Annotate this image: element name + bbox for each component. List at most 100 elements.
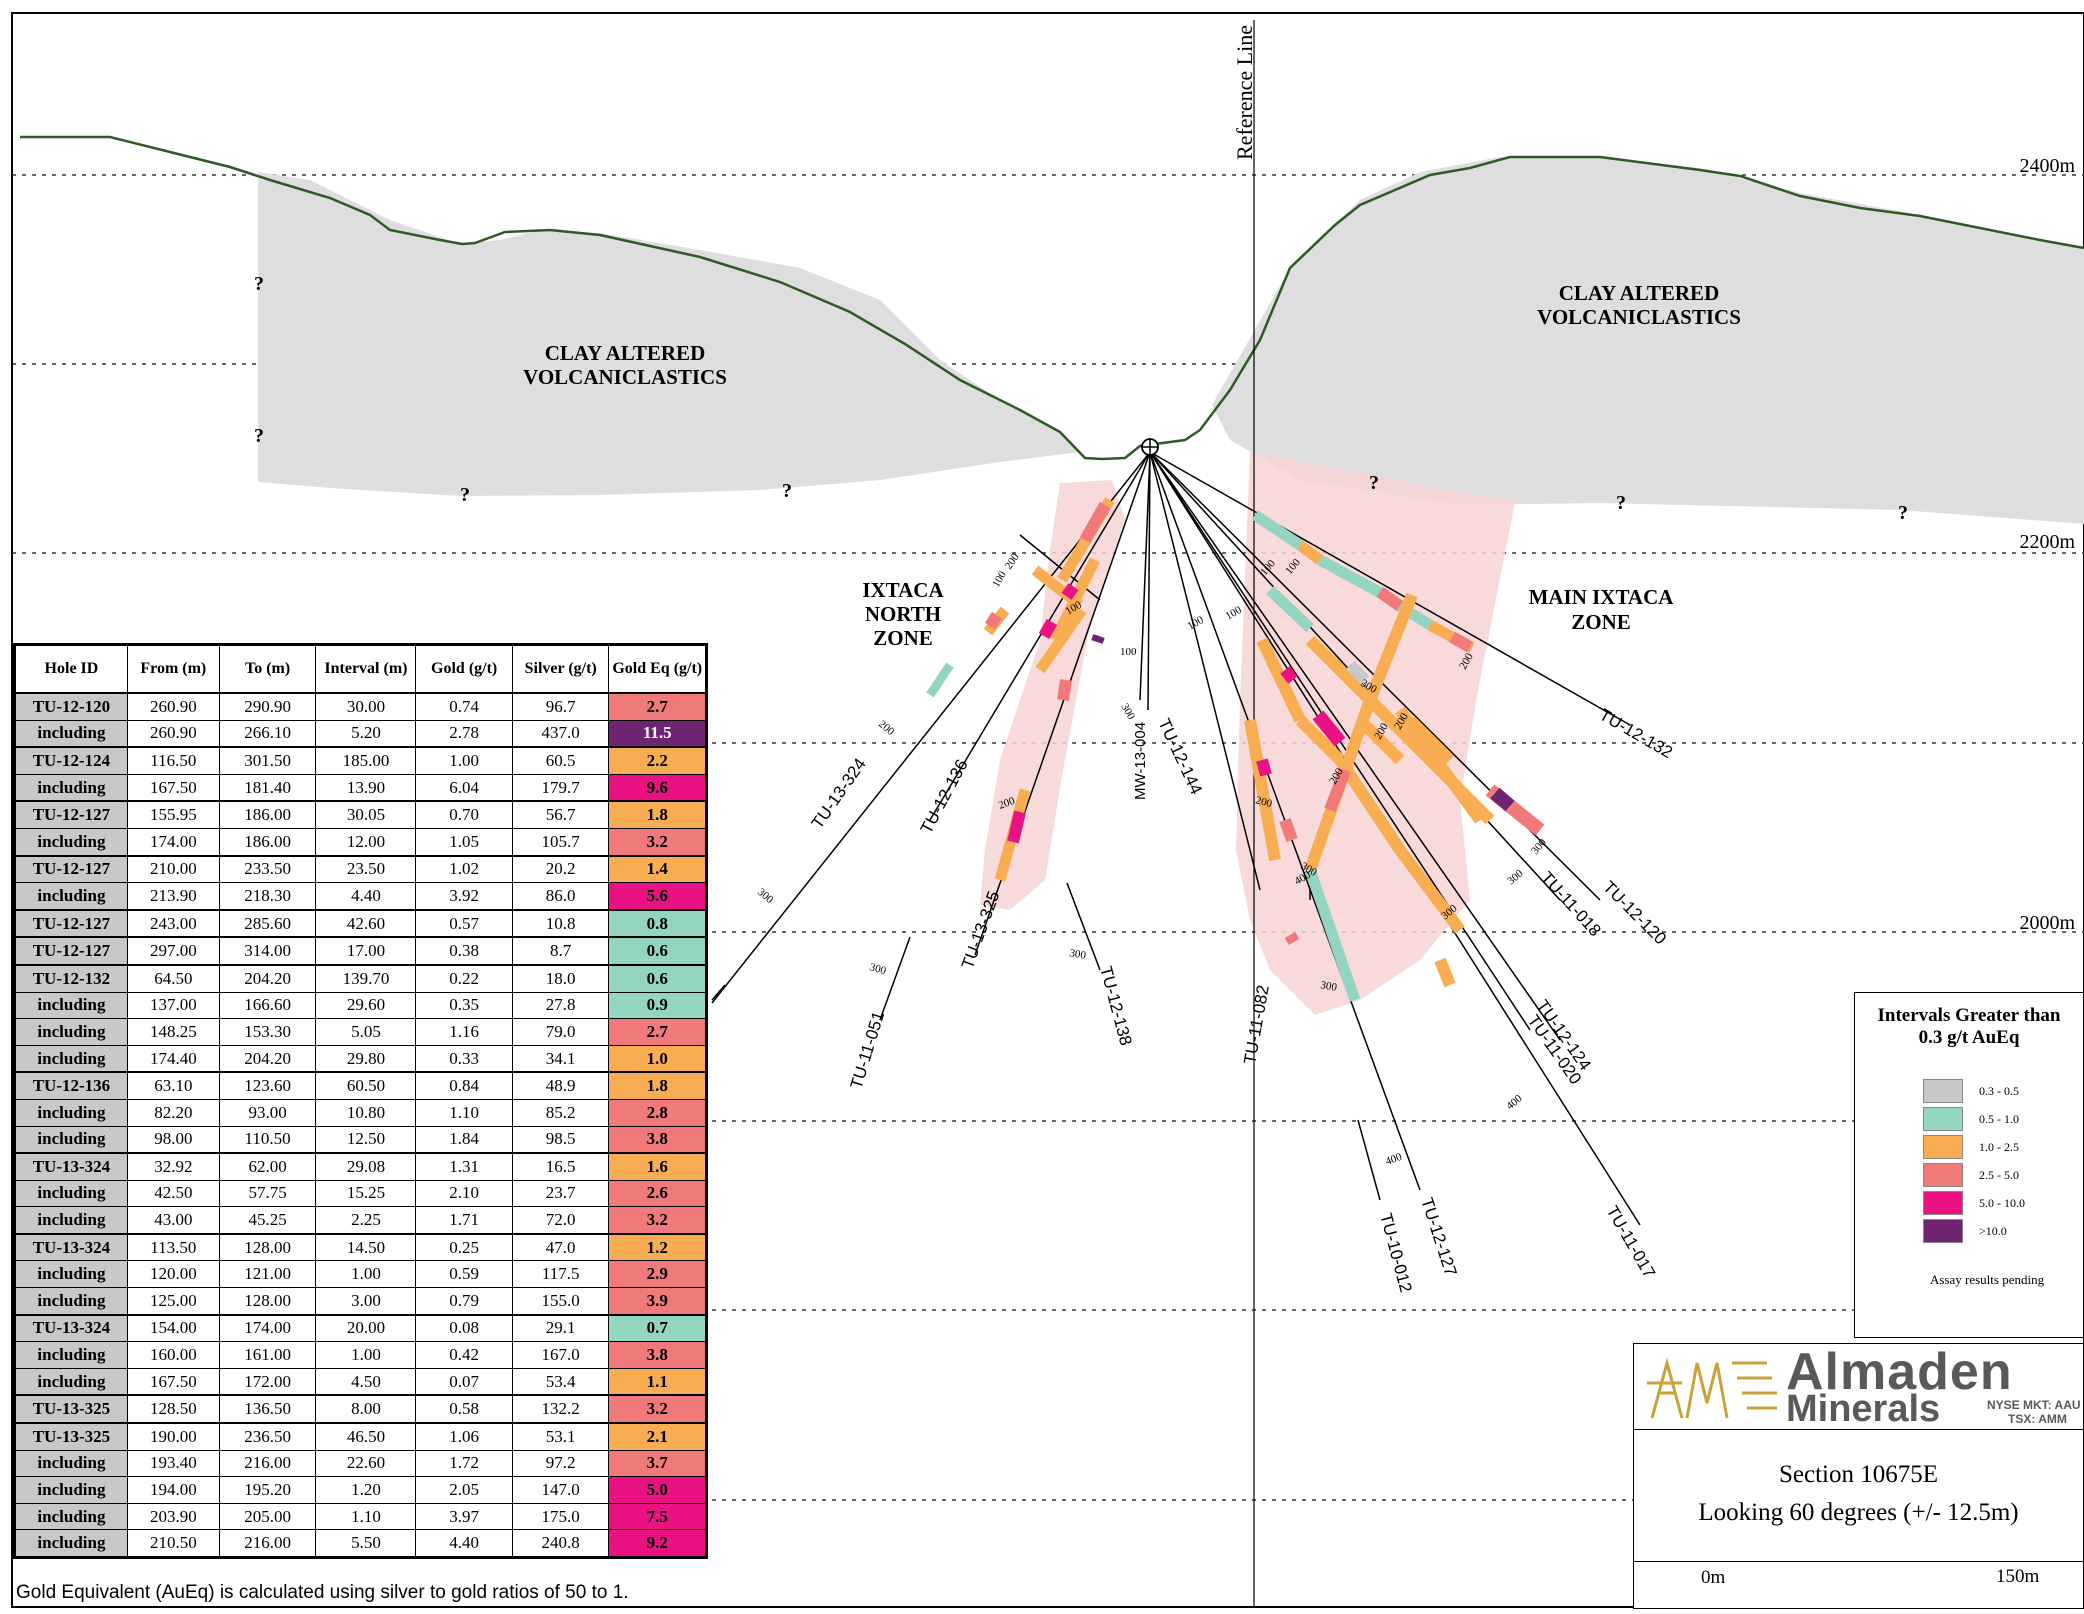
table-row: TU-12-120 260.90 290.90 30.00 0.74 96.7 2.7 bbox=[14, 691, 707, 721]
cell-from: 120.00 bbox=[126, 1260, 220, 1289]
cell-hole-id: TU-12-124 bbox=[14, 746, 128, 775]
cell-silver: 47.0 bbox=[511, 1232, 610, 1262]
elevation-label-2400: 2400m bbox=[2019, 155, 2075, 177]
cell-hole-id: TU-12-120 bbox=[14, 691, 128, 721]
ticker-tsx: TSX: AMM bbox=[2008, 1412, 2067, 1426]
depth-tick: 300 bbox=[868, 961, 888, 977]
table-row: including 137.00 166.60 29.60 0.35 27.8 0.9 bbox=[14, 991, 707, 1020]
cell-interval: 2.25 bbox=[315, 1206, 417, 1235]
table-row: TU-12-127 210.00 233.50 23.50 1.02 20.2 1.4 bbox=[14, 854, 707, 884]
collar-symbol bbox=[1141, 438, 1159, 456]
cell-silver: 240.8 bbox=[511, 1529, 610, 1558]
table-connector bbox=[711, 984, 726, 1001]
cell-from: 137.00 bbox=[126, 991, 220, 1020]
cell-gold-eq: 9.2 bbox=[608, 1529, 707, 1558]
legend-item: 2.5 - 5.0 bbox=[1923, 1163, 2019, 1187]
cell-from: 210.50 bbox=[126, 1529, 220, 1558]
cell-from: 213.90 bbox=[126, 882, 220, 911]
cell-gold-eq: 3.9 bbox=[608, 1287, 707, 1316]
cell-to: 181.40 bbox=[218, 773, 317, 802]
cell-gold: 1.00 bbox=[415, 746, 513, 775]
elevation-label-2200: 2200m bbox=[2019, 531, 2075, 553]
drill-hole-label: TU-11-082 bbox=[1240, 984, 1273, 1066]
cell-from: 63.10 bbox=[126, 1071, 220, 1100]
cell-gold: 1.71 bbox=[415, 1206, 513, 1235]
cell-hole-id: including bbox=[14, 773, 128, 802]
cell-gold: 0.58 bbox=[415, 1394, 513, 1424]
cell-interval: 10.80 bbox=[315, 1098, 417, 1127]
cell-gold-eq: 3.8 bbox=[608, 1341, 707, 1369]
cell-gold-eq: 1.2 bbox=[608, 1232, 707, 1262]
legend-title-line1: Intervals Greater than bbox=[1877, 1005, 2061, 1026]
cell-gold: 0.33 bbox=[415, 1044, 513, 1073]
depth-tick: 300 bbox=[1319, 979, 1338, 994]
interval-teal bbox=[1317, 555, 1393, 603]
table-row: TU-13-325 128.50 136.50 8.00 0.58 132.2 3.2 bbox=[14, 1394, 707, 1424]
cell-interval: 5.50 bbox=[315, 1529, 417, 1558]
zone-label-north-1: IXTACA bbox=[862, 578, 944, 602]
cell-to: 205.00 bbox=[218, 1502, 317, 1531]
depth-tick: 100 bbox=[1186, 614, 1207, 633]
cell-interval: 46.50 bbox=[315, 1422, 417, 1451]
cell-gold-eq: 0.6 bbox=[608, 963, 707, 993]
assay-intervals bbox=[926, 497, 1545, 1002]
elevation-label-2000: 2000m bbox=[2019, 912, 2075, 934]
interval-orange bbox=[1395, 846, 1465, 934]
clay-unit-right-label-1: CLAY ALTERED bbox=[1559, 281, 1719, 305]
cell-silver: 53.4 bbox=[511, 1367, 610, 1396]
depth-tick: 400 bbox=[1504, 1092, 1525, 1112]
cell-silver: 34.1 bbox=[511, 1044, 610, 1073]
cell-gold-eq: 1.0 bbox=[608, 1044, 707, 1073]
drill-trace-tu-13-324 bbox=[711, 451, 1151, 1004]
clay-unit-left-label-1: CLAY ALTERED bbox=[545, 341, 705, 365]
cell-gold-eq: 5.0 bbox=[608, 1476, 707, 1504]
table-row: including 194.00 195.20 1.20 2.05 147.0 5.0 bbox=[14, 1476, 707, 1504]
cell-from: 155.95 bbox=[126, 800, 220, 829]
cell-silver: 117.5 bbox=[511, 1260, 610, 1289]
cell-interval: 185.00 bbox=[315, 746, 417, 775]
cell-hole-id: including bbox=[14, 1449, 128, 1478]
interval-magenta bbox=[1280, 666, 1298, 684]
interval-red bbox=[1284, 932, 1300, 945]
cell-gold: 2.05 bbox=[415, 1476, 513, 1504]
cell-hole-id: TU-13-324 bbox=[14, 1232, 128, 1262]
cell-to: 290.90 bbox=[218, 691, 317, 721]
cell-gold: 1.84 bbox=[415, 1125, 513, 1154]
legend: Intervals Greater than 0.3 g/t AuEq 0.3 … bbox=[1854, 992, 2084, 1338]
cell-hole-id: TU-12-127 bbox=[14, 800, 128, 829]
legend-item: 1.0 - 2.5 bbox=[1923, 1135, 2019, 1159]
legend-swatch bbox=[1923, 1107, 1963, 1131]
cell-from: 98.00 bbox=[126, 1125, 220, 1154]
clay-unit-left bbox=[258, 172, 1080, 496]
cell-hole-id: including bbox=[14, 1260, 128, 1289]
unknown-contact-mark: ? bbox=[254, 425, 264, 447]
table-row: including 193.40 216.00 22.60 1.72 97.2 3.7 bbox=[14, 1449, 707, 1478]
cell-gold-eq: 1.8 bbox=[608, 800, 707, 829]
interval-teal bbox=[1266, 586, 1314, 632]
interval-red bbox=[1079, 502, 1111, 543]
drill-hole-label: TU-11-018 bbox=[1537, 868, 1605, 940]
cell-interval: 14.50 bbox=[315, 1232, 417, 1262]
scale-end-label: 150m bbox=[1996, 1566, 2040, 1587]
table-row: TU-12-127 243.00 285.60 42.60 0.57 10.8 0.8 bbox=[14, 908, 707, 938]
cell-hole-id: including bbox=[14, 1179, 128, 1208]
cell-silver: 132.2 bbox=[511, 1394, 610, 1424]
cell-gold-eq: 3.2 bbox=[608, 1394, 707, 1424]
interval-orange bbox=[1335, 756, 1405, 854]
cell-gold-eq: 3.2 bbox=[608, 1206, 707, 1235]
unknown-contact-mark: ? bbox=[1898, 502, 1908, 524]
cell-hole-id: TU-12-136 bbox=[14, 1071, 128, 1100]
cell-gold-eq: 2.1 bbox=[608, 1422, 707, 1451]
depth-tick: 200 bbox=[1254, 794, 1274, 810]
scale-area: 0m 150m bbox=[1634, 1561, 2083, 1609]
cell-from: 160.00 bbox=[126, 1341, 220, 1369]
cell-hole-id: TU-13-324 bbox=[14, 1313, 128, 1343]
drill-hole-label: TU-12-136 bbox=[917, 756, 972, 837]
cell-gold-eq: 2.8 bbox=[608, 1098, 707, 1127]
cell-hole-id: TU-13-325 bbox=[14, 1394, 128, 1424]
cell-gold-eq: 3.2 bbox=[608, 827, 707, 857]
interval-red bbox=[1279, 818, 1298, 842]
unknown-contact-mark: ? bbox=[1616, 492, 1626, 514]
cell-from: 82.20 bbox=[126, 1098, 220, 1127]
ixtaca-north-zone-envelope bbox=[980, 480, 1125, 910]
